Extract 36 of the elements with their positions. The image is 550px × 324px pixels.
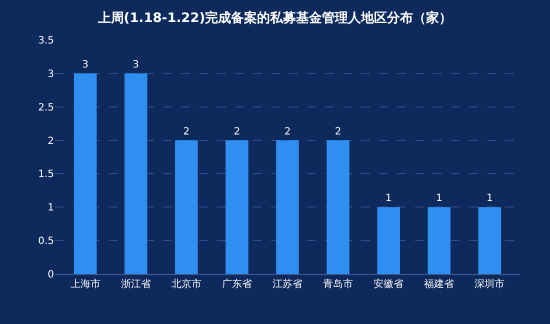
x-tick-label: 广东省 [222,278,252,290]
x-tick-label: 江苏省 [272,278,302,290]
data-label: 1 [385,193,392,204]
y-tick-label: 1 [48,202,54,214]
y-tick-label: 0 [48,270,54,280]
data-label: 2 [234,126,240,138]
bar [74,73,97,274]
x-tick-label: 福建省 [424,278,454,290]
data-label: 2 [284,126,291,138]
x-tick-label: 浙江省 [120,278,151,290]
y-tick-label: 1.5 [38,169,54,180]
data-label: 2 [334,126,342,138]
data-label: 2 [183,126,190,138]
x-tick-label: 安徽省 [374,278,404,290]
bar [175,140,198,274]
bar [428,207,450,274]
data-label: 3 [82,59,89,70]
bar [124,73,148,274]
x-tick-label: 青岛市 [323,278,354,290]
x-tick-label: 上海市 [70,278,100,290]
bar [226,140,248,274]
bar [326,140,350,274]
chart-title: 上周(1.18-1.22)完成备案的私募基金管理人地区分布（家） [96,10,452,26]
y-tick-label: 2.5 [38,102,54,114]
y-tick-label: 3 [48,68,54,80]
data-label: 1 [436,193,442,204]
y-tick-label: 2 [48,136,54,147]
data-label: 1 [486,193,493,204]
y-tick-label: 3.5 [38,36,54,46]
x-tick-label: 深圳市 [474,278,505,290]
bar [276,140,299,274]
bar [478,207,502,274]
bar [377,207,400,274]
x-tick-label: 北京市 [171,278,202,290]
data-label: 3 [132,59,140,70]
y-tick-label: 0.5 [38,236,54,248]
